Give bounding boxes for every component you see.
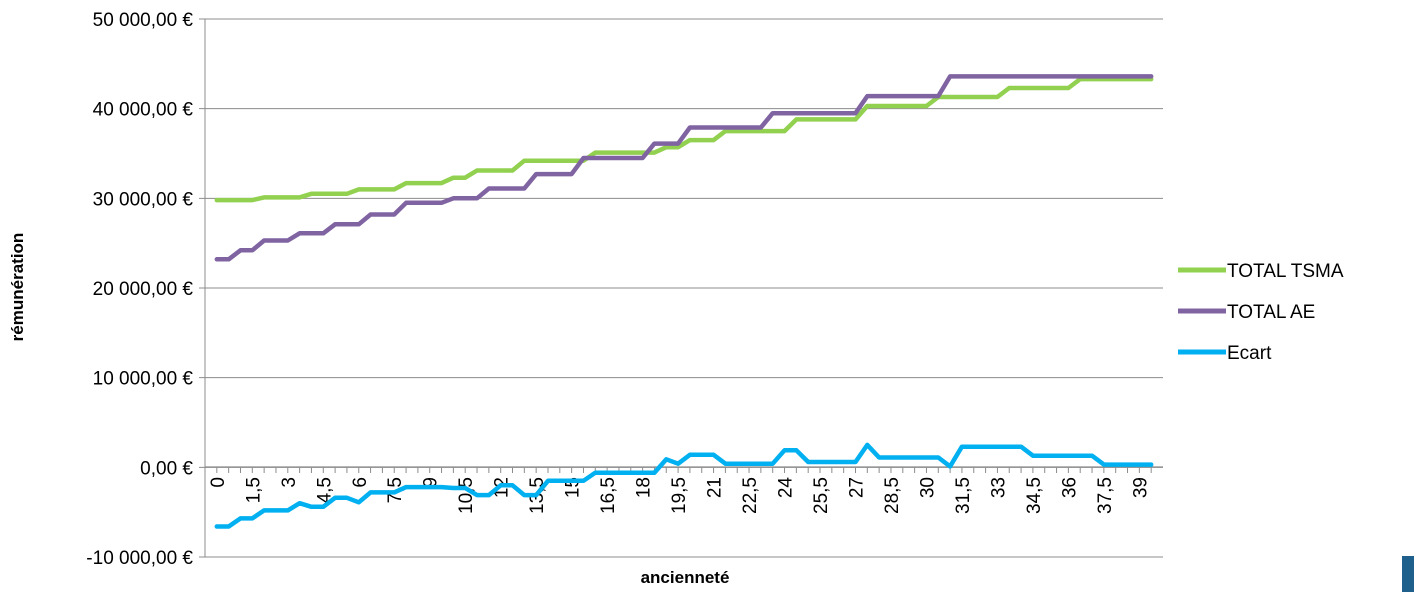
x-tick-label: 34,5 bbox=[1024, 477, 1045, 514]
y-axis-title: rémunération bbox=[8, 233, 27, 342]
axes bbox=[204, 19, 1163, 557]
y-tick-label: -10 000,00 € bbox=[86, 548, 193, 569]
series-line-ecart bbox=[214, 442, 1154, 529]
series-line-total-ae bbox=[214, 74, 1154, 262]
y-tick-label: 0,00 € bbox=[140, 458, 193, 479]
y-tick-label: 20 000,00 € bbox=[93, 279, 194, 300]
x-tick-label: 31,5 bbox=[953, 477, 974, 514]
x-tick-label: 36 bbox=[1059, 477, 1080, 498]
series-lines bbox=[214, 74, 1154, 529]
x-tick-label: 18 bbox=[634, 477, 655, 498]
x-tick-label: 4,5 bbox=[314, 477, 335, 503]
x-tick-label: 28,5 bbox=[882, 477, 903, 514]
x-tick-label: 19,5 bbox=[669, 477, 690, 514]
gridlines bbox=[199, 18, 1163, 558]
legend-label: Ecart bbox=[1227, 343, 1272, 364]
x-tick-label: 9 bbox=[421, 477, 442, 488]
legend-label: TOTAL TSMA bbox=[1227, 261, 1344, 282]
x-tick-label: 24 bbox=[776, 477, 797, 499]
x-tick-label: 1,5 bbox=[243, 477, 264, 503]
legend-label: TOTAL AE bbox=[1227, 302, 1315, 323]
x-tick-label: 37,5 bbox=[1095, 477, 1116, 514]
x-tick-label: 0 bbox=[208, 477, 229, 488]
x-tick-label: 12 bbox=[492, 477, 513, 498]
x-tick-label: 27 bbox=[846, 477, 867, 498]
x-tick-label: 30 bbox=[917, 477, 938, 498]
y-tick-label: 30 000,00 € bbox=[93, 189, 194, 210]
x-tick-label: 39 bbox=[1130, 477, 1151, 498]
y-tick-labels: -10 000,00 € 0,00 € 10 000,00 € 20 000,00 €… bbox=[86, 10, 193, 569]
x-tick-labels: 0 1,5 3 4,5 6 7,5 9 10,5 12 13,5 15 16,5 18 19,5 21 22,… bbox=[208, 477, 1152, 514]
x-tick-label: 22,5 bbox=[740, 477, 761, 514]
y-tick-label: 40 000,00 € bbox=[93, 100, 194, 121]
x-tick-label: 6 bbox=[350, 477, 371, 488]
y-tick-label: 10 000,00 € bbox=[93, 369, 194, 390]
x-tick-label: 3 bbox=[279, 477, 300, 488]
x-tick-label: 21 bbox=[705, 477, 726, 498]
corner-mark bbox=[1402, 556, 1414, 592]
x-tick-label: 25,5 bbox=[811, 477, 832, 514]
series-line-total-tsma bbox=[214, 76, 1154, 203]
legend: TOTAL TSMA TOTAL AE Ecart bbox=[1178, 261, 1344, 364]
x-axis-title: ancienneté bbox=[641, 568, 730, 587]
x-tick-label: 33 bbox=[988, 477, 1009, 498]
y-tick-label: 50 000,00 € bbox=[93, 10, 194, 31]
x-tick-label: 16,5 bbox=[598, 477, 619, 514]
